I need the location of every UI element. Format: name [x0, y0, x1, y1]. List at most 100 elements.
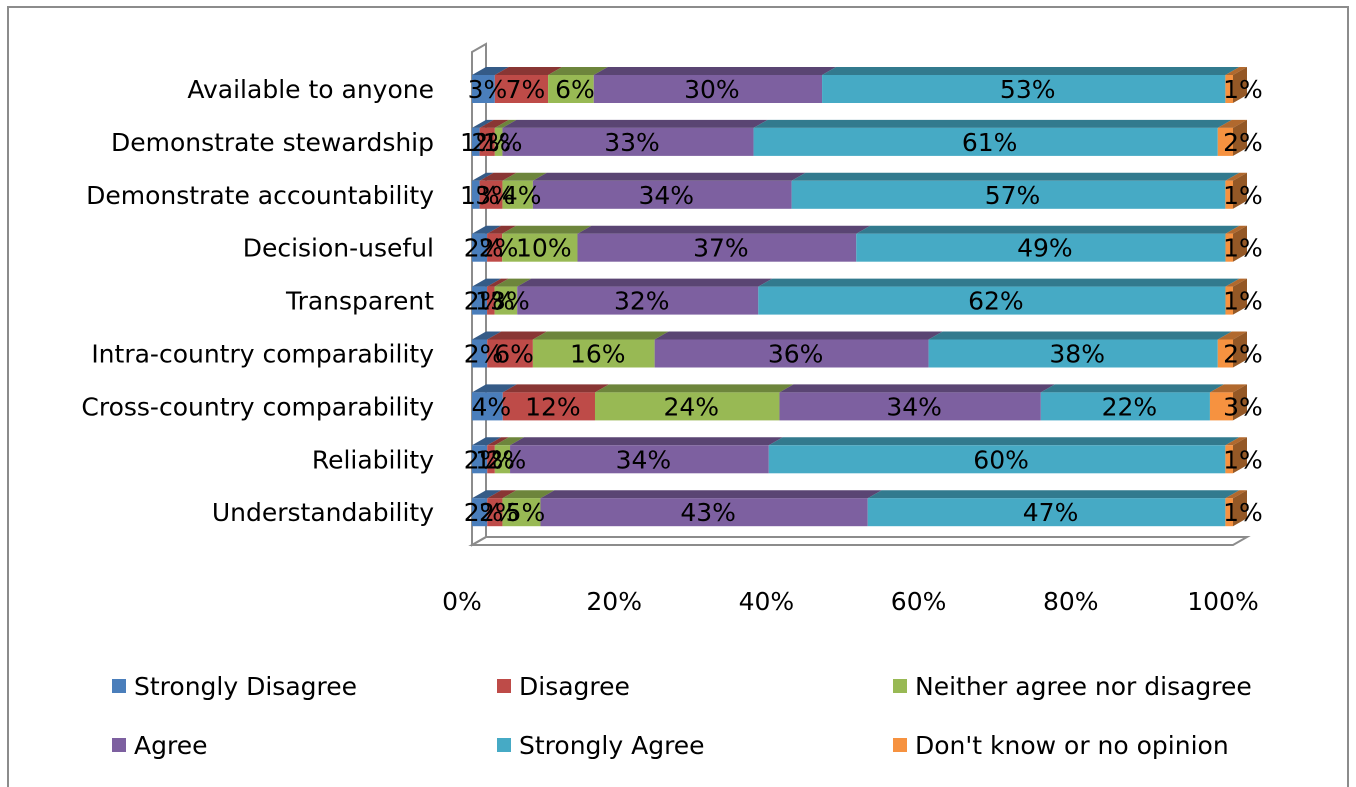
bar-segment	[593, 75, 823, 103]
data-label: 1%	[1223, 181, 1263, 210]
data-label: 2%	[1223, 128, 1263, 157]
category-label: Understandability	[212, 498, 434, 527]
bar-segment	[472, 498, 488, 527]
axis-layer: 0% 20% 40% 60% 80% 100%	[442, 42, 1259, 616]
bar-segment-top	[502, 384, 609, 393]
bar-segment	[510, 445, 769, 474]
bar-segment-top	[928, 331, 1232, 340]
bar-segment-top	[540, 490, 882, 499]
bar-segment-top	[753, 119, 1232, 128]
bar-segment-top	[532, 172, 806, 181]
bar-segment	[502, 498, 541, 527]
bar-segment-top	[472, 172, 494, 181]
bar-segment	[494, 127, 503, 156]
data-label: 30%	[684, 75, 740, 104]
legend-swatch	[112, 738, 126, 752]
bar-segment	[472, 233, 488, 262]
x-tick-label: 0%	[442, 587, 482, 616]
data-label: 34%	[616, 445, 672, 474]
bar-segment	[577, 233, 857, 262]
bar-segment	[1225, 286, 1233, 315]
bar-segment	[1225, 180, 1233, 209]
x-tick-label: 40%	[739, 587, 795, 616]
data-label: 4%	[502, 181, 542, 210]
bar-segment-top	[654, 331, 943, 340]
legend-item: Disagree	[497, 672, 630, 701]
x-tick-label: 20%	[586, 587, 642, 616]
legend-item: Neither agree nor disagree	[893, 672, 1252, 701]
data-label: 1%	[483, 128, 523, 157]
bar-segment	[487, 339, 533, 368]
bar-end-face	[1233, 225, 1247, 262]
legend-label: Disagree	[519, 672, 630, 701]
data-label: 1%	[460, 181, 500, 210]
data-label: 49%	[1017, 234, 1073, 263]
bar-segment	[517, 286, 759, 315]
data-label: 38%	[1049, 340, 1105, 369]
bar-segment	[479, 127, 495, 156]
bar-segment-top	[758, 278, 1240, 287]
bar-end-face	[1233, 384, 1247, 421]
bar-end-face	[1233, 278, 1247, 315]
data-label: 1%	[1223, 498, 1263, 527]
data-label: 12%	[525, 392, 581, 421]
bar-segment	[548, 75, 594, 103]
bar-segment-top	[472, 490, 502, 499]
bar-segment	[856, 233, 1226, 262]
bar-segment-top	[548, 67, 608, 75]
data-label: 2%	[471, 128, 511, 157]
legend-label: Strongly Agree	[519, 731, 705, 760]
category-label: Transparent	[285, 287, 434, 316]
bar-segment-top	[1209, 384, 1247, 393]
data-label: 3%	[475, 181, 515, 210]
legend-swatch	[112, 679, 126, 693]
bar-segment	[472, 286, 488, 315]
bar-end-face	[1233, 67, 1247, 103]
bar-end-face	[1233, 490, 1247, 527]
bar-segment-top	[494, 278, 532, 287]
bar-segment-top	[1225, 172, 1247, 181]
bar-segment	[654, 339, 929, 368]
bar-end-face	[1233, 331, 1247, 368]
bar-segment-top	[779, 384, 1055, 393]
data-label: 5%	[506, 498, 546, 527]
bar-segment-top	[768, 437, 1240, 446]
data-label: 1%	[1223, 287, 1263, 316]
bar-segment	[472, 127, 480, 156]
bar-segment-top	[577, 225, 871, 234]
legend-label: Agree	[134, 731, 207, 760]
data-label: 43%	[680, 498, 736, 527]
bar-segment-top	[487, 225, 517, 234]
data-label: 61%	[962, 128, 1018, 157]
bar-segment	[472, 75, 495, 103]
x-tick-label: 80%	[1043, 587, 1099, 616]
bar-segment	[594, 392, 780, 421]
bar-segment-top	[494, 67, 563, 75]
bar-segment	[494, 286, 518, 315]
bar-segment-top	[502, 119, 768, 128]
data-label: 1%	[475, 287, 515, 316]
bar-segment-top	[594, 384, 794, 393]
data-label: 33%	[604, 128, 660, 157]
bar-segment	[822, 75, 1226, 103]
bar-segment-top	[479, 119, 509, 128]
bar-segment-top	[472, 67, 509, 75]
category-label: Demonstrate accountability	[86, 181, 434, 210]
data-label: 3%	[468, 75, 508, 104]
bar-end-face	[1233, 437, 1247, 474]
category-label: Available to anyone	[187, 75, 434, 104]
category-label: Intra-country comparability	[91, 340, 434, 369]
bar-segment	[753, 127, 1218, 156]
data-label: 3%	[1223, 392, 1263, 421]
bar-segment	[1225, 445, 1233, 474]
legend-swatch	[893, 738, 907, 752]
bar-segment	[779, 392, 1041, 421]
category-label: Cross-country comparability	[81, 392, 434, 421]
bar-segment-top	[472, 119, 494, 128]
data-label: 2%	[464, 287, 504, 316]
bar-segment	[494, 75, 549, 103]
bar-segment	[532, 339, 655, 368]
bar-segment-top	[510, 437, 783, 446]
axis-floor	[468, 536, 1251, 546]
